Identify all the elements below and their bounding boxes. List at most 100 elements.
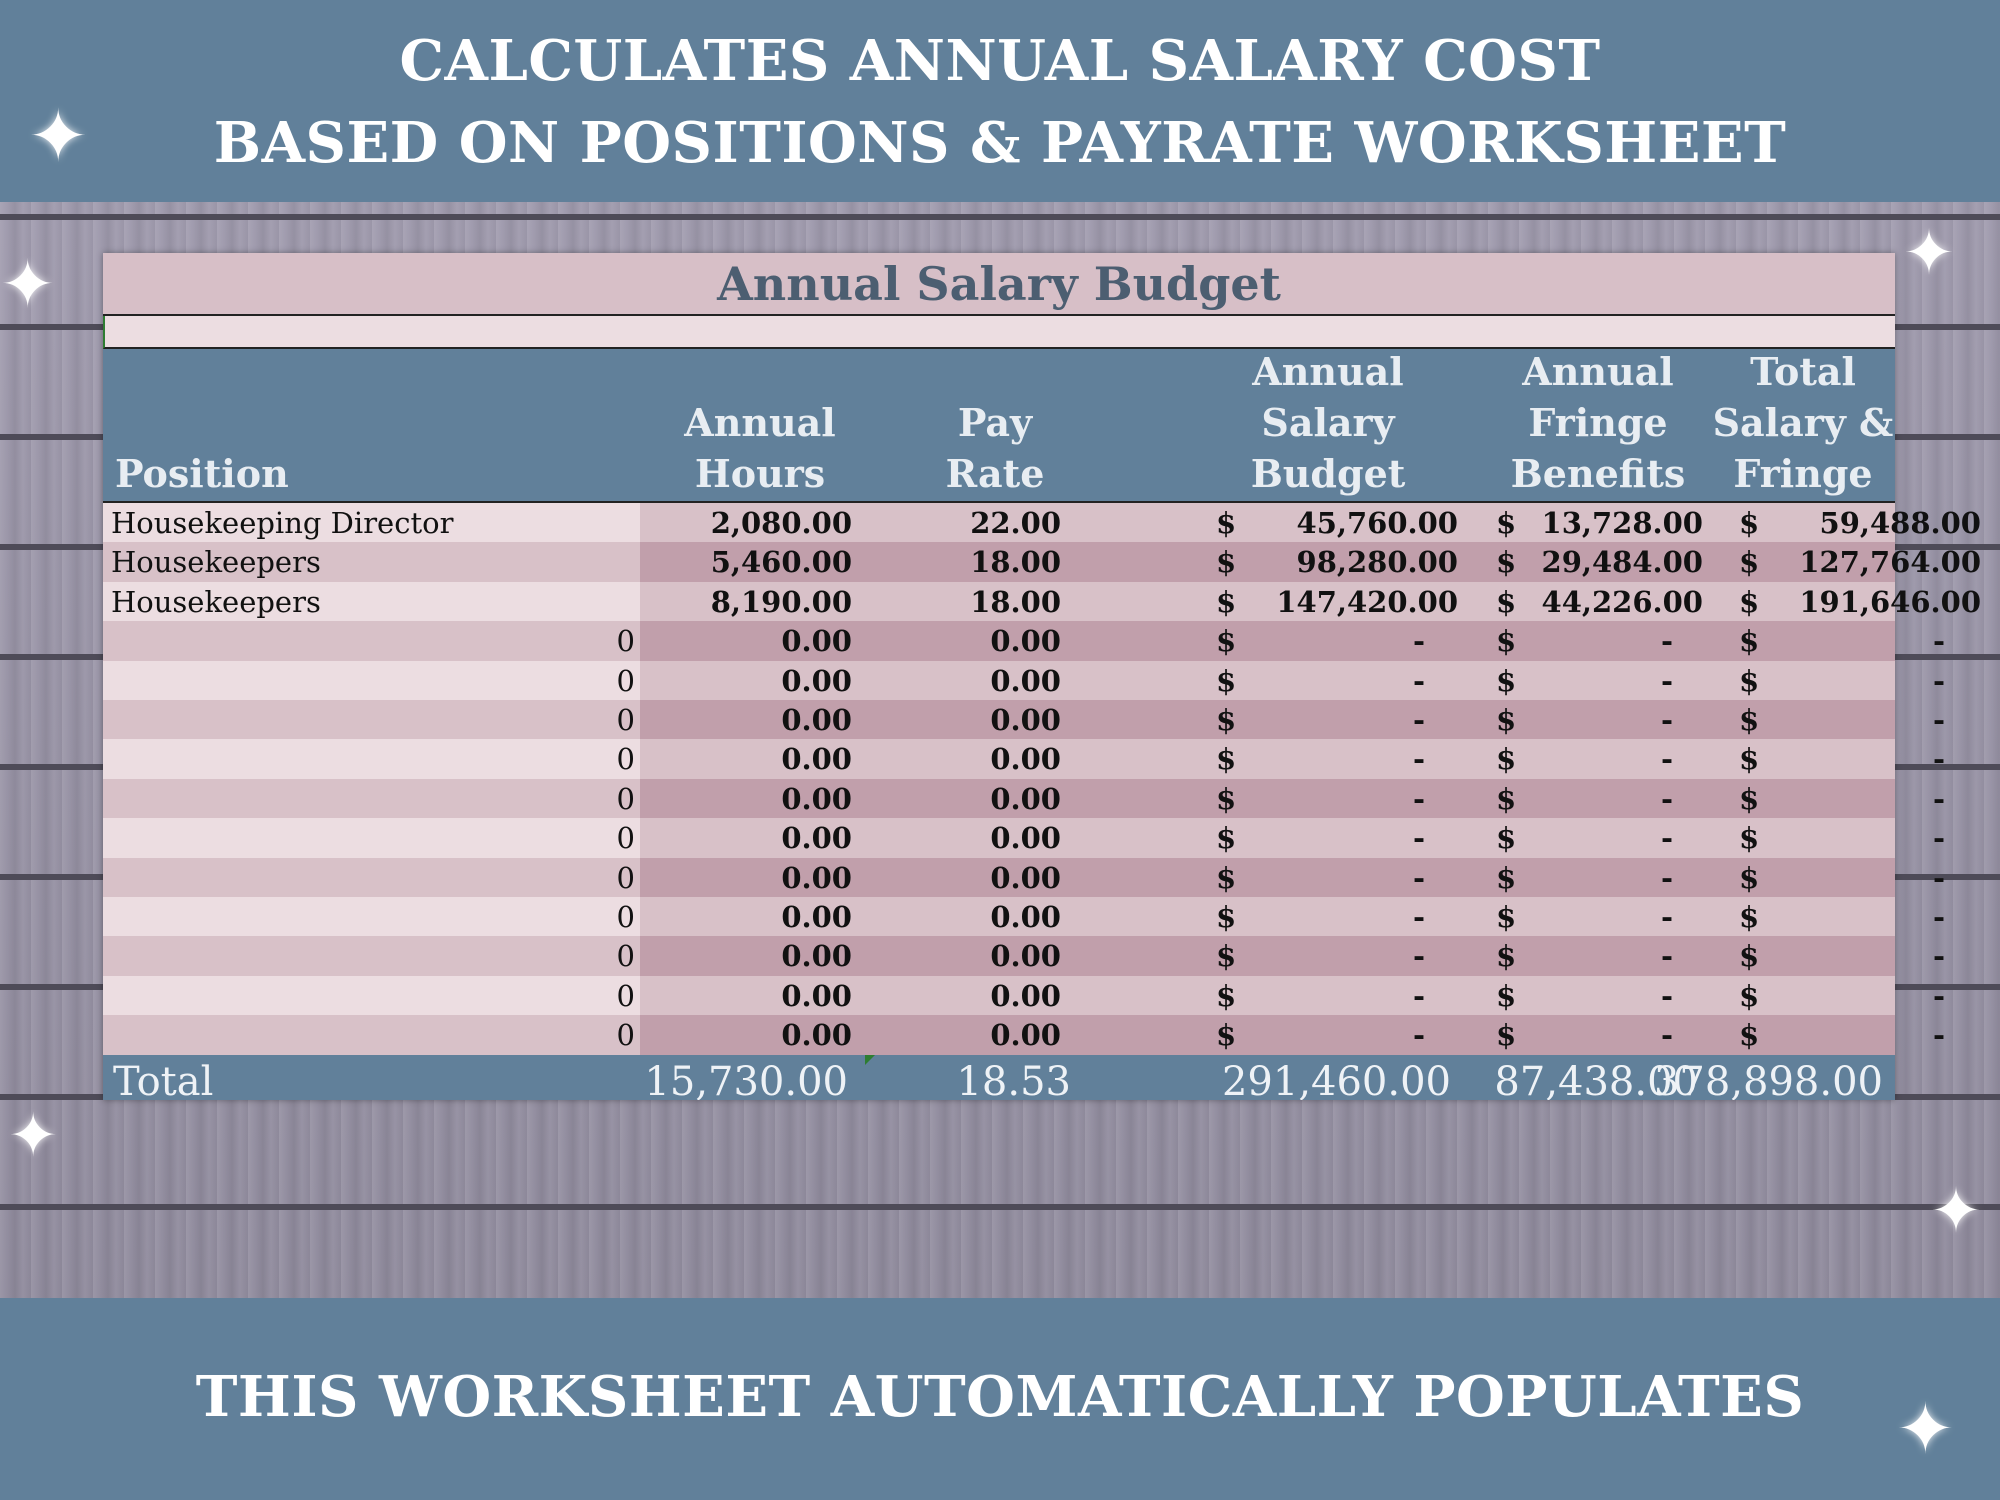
cell-position[interactable]: 0 xyxy=(616,703,635,737)
cell-annual-hours[interactable]: 0.00 xyxy=(781,742,852,777)
cell-salary-currency[interactable]: $ xyxy=(1216,742,1237,777)
cell-salary-budget[interactable]: - xyxy=(1412,624,1425,659)
cell-total-currency[interactable]: $ xyxy=(1739,663,1760,698)
cell-total-salary-fringe[interactable]: - xyxy=(1932,781,1945,816)
cell-pay-rate[interactable]: 0.00 xyxy=(990,978,1061,1013)
cell-salary-currency[interactable]: $ xyxy=(1216,703,1237,737)
cell-fringe-currency[interactable]: $ xyxy=(1496,821,1517,856)
cell-total-currency[interactable]: $ xyxy=(1739,545,1760,580)
cell-annual-hours[interactable]: 0.00 xyxy=(781,1018,852,1053)
blank-input-row[interactable] xyxy=(103,316,1895,349)
cell-salary-currency[interactable]: $ xyxy=(1216,506,1237,540)
cell-fringe-benefits[interactable]: - xyxy=(1660,742,1673,777)
cell-salary-budget[interactable]: - xyxy=(1412,900,1425,934)
total-salary-budget[interactable]: 291,460.00 xyxy=(1221,1059,1451,1100)
cell-total-currency[interactable]: $ xyxy=(1739,900,1760,934)
cell-total-salary-fringe[interactable]: - xyxy=(1932,1018,1945,1053)
cell-annual-hours[interactable]: 0.00 xyxy=(781,860,852,895)
cell-annual-hours[interactable]: 0.00 xyxy=(781,939,852,974)
cell-salary-currency[interactable]: $ xyxy=(1216,624,1237,659)
cell-position[interactable]: 0 xyxy=(616,742,635,777)
cell-total-salary-fringe[interactable]: - xyxy=(1932,742,1945,777)
cell-fringe-benefits[interactable]: - xyxy=(1660,1018,1673,1053)
cell-salary-budget[interactable]: 45,760.00 xyxy=(1296,506,1458,540)
cell-salary-currency[interactable]: $ xyxy=(1216,900,1237,934)
cell-fringe-currency[interactable]: $ xyxy=(1496,860,1517,895)
cell-fringe-currency[interactable]: $ xyxy=(1496,545,1517,580)
cell-fringe-benefits[interactable]: - xyxy=(1660,978,1673,1013)
cell-position[interactable]: 0 xyxy=(616,781,635,816)
cell-salary-budget[interactable]: - xyxy=(1412,742,1425,777)
cell-annual-hours[interactable]: 0.00 xyxy=(781,821,852,856)
cell-total-currency[interactable]: $ xyxy=(1739,742,1760,777)
cell-position[interactable]: 0 xyxy=(616,821,635,856)
cell-fringe-currency[interactable]: $ xyxy=(1496,939,1517,974)
cell-total-salary-fringe[interactable]: - xyxy=(1932,624,1945,659)
cell-position[interactable]: 0 xyxy=(616,900,635,934)
cell-fringe-currency[interactable]: $ xyxy=(1496,978,1517,1013)
cell-total-currency[interactable]: $ xyxy=(1739,781,1760,816)
cell-salary-currency[interactable]: $ xyxy=(1216,663,1237,698)
cell-position[interactable]: 0 xyxy=(616,624,635,659)
cell-total-currency[interactable]: $ xyxy=(1739,939,1760,974)
cell-total-currency[interactable]: $ xyxy=(1739,506,1760,540)
cell-fringe-currency[interactable]: $ xyxy=(1496,900,1517,934)
cell-salary-budget[interactable]: - xyxy=(1412,663,1425,698)
cell-total-currency[interactable]: $ xyxy=(1739,860,1760,895)
cell-pay-rate[interactable]: 18.00 xyxy=(970,545,1061,580)
cell-pay-rate[interactable]: 0.00 xyxy=(990,742,1061,777)
cell-fringe-currency[interactable]: $ xyxy=(1496,1018,1517,1053)
cell-position[interactable]: 0 xyxy=(616,1018,635,1053)
cell-annual-hours[interactable]: 5,460.00 xyxy=(710,545,852,580)
cell-fringe-benefits[interactable]: - xyxy=(1660,703,1673,737)
cell-fringe-benefits[interactable]: 29,484.00 xyxy=(1541,545,1703,580)
total-salary-fringe[interactable]: 378,898.00 xyxy=(1653,1059,1883,1100)
cell-annual-hours[interactable]: 0.00 xyxy=(781,663,852,698)
cell-fringe-benefits[interactable]: - xyxy=(1660,781,1673,816)
cell-total-currency[interactable]: $ xyxy=(1739,1018,1760,1053)
cell-salary-currency[interactable]: $ xyxy=(1216,821,1237,856)
cell-pay-rate[interactable]: 0.00 xyxy=(990,900,1061,934)
cell-position[interactable]: Housekeepers xyxy=(111,584,321,619)
cell-salary-currency[interactable]: $ xyxy=(1216,860,1237,895)
cell-fringe-currency[interactable]: $ xyxy=(1496,663,1517,698)
cell-total-currency[interactable]: $ xyxy=(1739,821,1760,856)
cell-salary-currency[interactable]: $ xyxy=(1216,584,1237,619)
cell-total-currency[interactable]: $ xyxy=(1739,584,1760,619)
cell-position[interactable]: 0 xyxy=(616,663,635,698)
cell-fringe-currency[interactable]: $ xyxy=(1496,506,1517,540)
cell-fringe-currency[interactable]: $ xyxy=(1496,742,1517,777)
cell-total-currency[interactable]: $ xyxy=(1739,703,1760,737)
cell-pay-rate[interactable]: 0.00 xyxy=(990,939,1061,974)
cell-fringe-benefits[interactable]: 13,728.00 xyxy=(1541,506,1703,540)
cell-fringe-currency[interactable]: $ xyxy=(1496,584,1517,619)
cell-salary-currency[interactable]: $ xyxy=(1216,939,1237,974)
cell-salary-budget[interactable]: - xyxy=(1412,703,1425,737)
cell-salary-budget[interactable]: 98,280.00 xyxy=(1296,545,1458,580)
cell-total-salary-fringe[interactable]: - xyxy=(1932,663,1945,698)
cell-annual-hours[interactable]: 0.00 xyxy=(781,900,852,934)
cell-salary-budget[interactable]: 147,420.00 xyxy=(1276,584,1458,619)
total-hours[interactable]: 15,730.00 xyxy=(644,1059,848,1100)
cell-fringe-benefits[interactable]: - xyxy=(1660,860,1673,895)
cell-fringe-currency[interactable]: $ xyxy=(1496,624,1517,659)
cell-total-salary-fringe[interactable]: - xyxy=(1932,939,1945,974)
cell-total-salary-fringe[interactable]: - xyxy=(1932,978,1945,1013)
cell-pay-rate[interactable]: 0.00 xyxy=(990,703,1061,737)
total-fringe-benefits[interactable]: 87,438.00 xyxy=(1494,1059,1698,1100)
cell-position[interactable]: Housekeeping Director xyxy=(111,506,454,540)
cell-pay-rate[interactable]: 0.00 xyxy=(990,860,1061,895)
cell-pay-rate[interactable]: 22.00 xyxy=(970,506,1061,540)
cell-annual-hours[interactable]: 8,190.00 xyxy=(710,584,852,619)
cell-fringe-benefits[interactable]: - xyxy=(1660,939,1673,974)
cell-salary-budget[interactable]: - xyxy=(1412,821,1425,856)
cell-position[interactable]: 0 xyxy=(616,978,635,1013)
cell-annual-hours[interactable]: 0.00 xyxy=(781,978,852,1013)
cell-salary-currency[interactable]: $ xyxy=(1216,545,1237,580)
cell-pay-rate[interactable]: 0.00 xyxy=(990,1018,1061,1053)
cell-fringe-benefits[interactable]: - xyxy=(1660,900,1673,934)
cell-fringe-benefits[interactable]: - xyxy=(1660,624,1673,659)
cell-pay-rate[interactable]: 18.00 xyxy=(970,584,1061,619)
cell-total-salary-fringe[interactable]: 191,646.00 xyxy=(1799,584,1981,619)
cell-position[interactable]: 0 xyxy=(616,860,635,895)
